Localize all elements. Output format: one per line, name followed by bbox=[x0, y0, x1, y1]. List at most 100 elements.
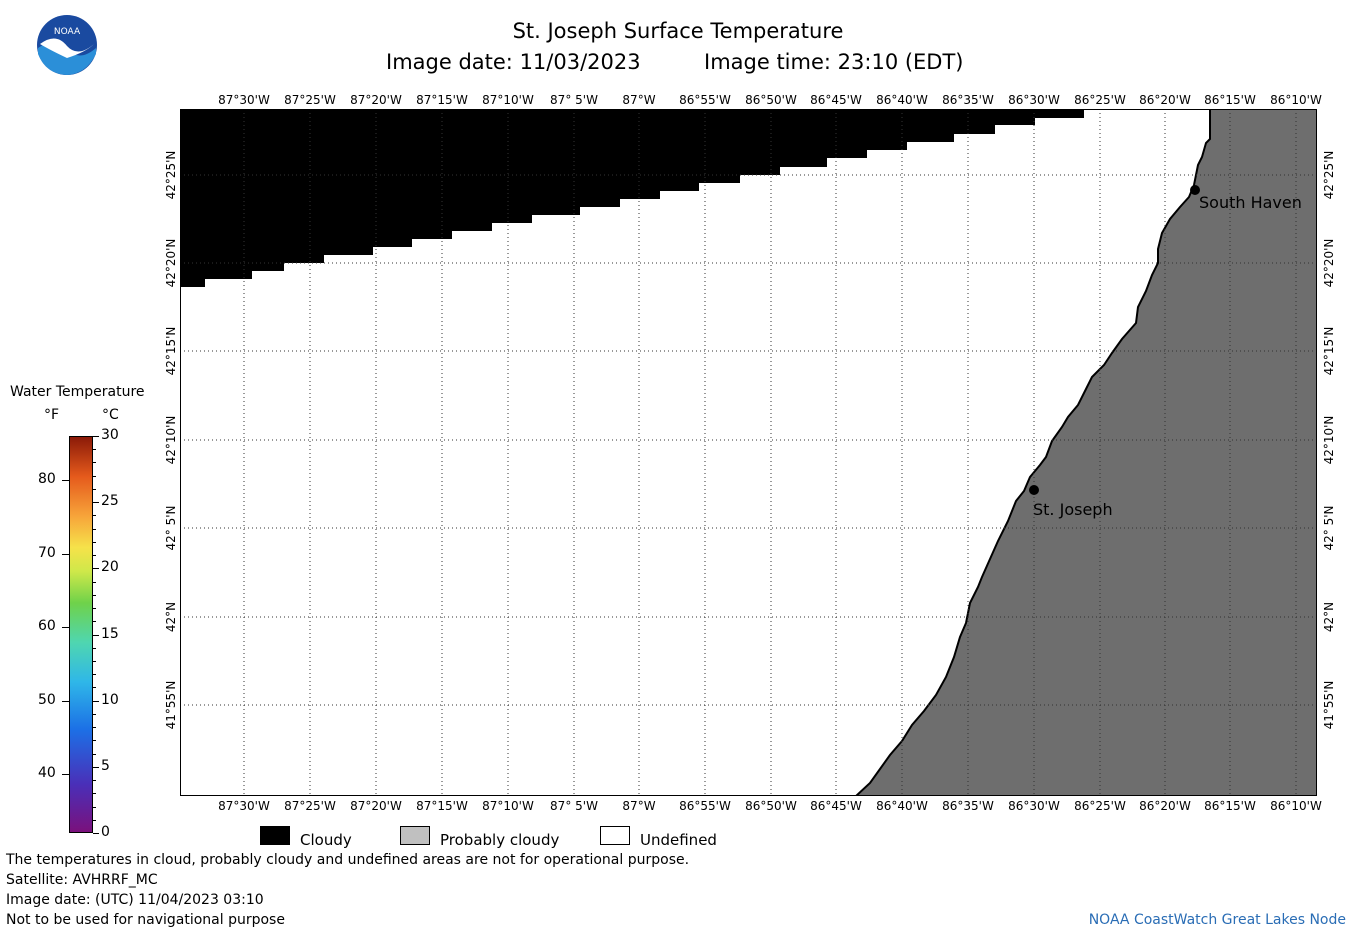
lat-label: 42°20'N bbox=[164, 238, 178, 288]
celsius-minor-tick bbox=[93, 515, 96, 517]
lon-label: 87°15'W bbox=[416, 93, 468, 107]
lon-label: 86°55'W bbox=[679, 93, 731, 107]
lon-label: 86°20'W bbox=[1139, 93, 1191, 107]
celsius-minor-tick bbox=[93, 502, 96, 504]
lat-label: 42°15'N bbox=[164, 326, 178, 376]
colorbar bbox=[69, 436, 93, 833]
colorbar-title: Water Temperature bbox=[10, 384, 145, 400]
lat-label: 42°N bbox=[1322, 601, 1336, 633]
legend-swatch bbox=[400, 826, 430, 845]
celsius-minor-tick bbox=[93, 687, 96, 689]
lon-label: 87°25'W bbox=[284, 799, 336, 813]
image-time-label: Image time: bbox=[704, 50, 831, 74]
celsius-tick bbox=[93, 766, 99, 768]
celsius-minor-tick bbox=[93, 436, 96, 437]
lon-label: 86°30'W bbox=[1008, 799, 1060, 813]
lat-label: 41°55'N bbox=[164, 680, 178, 730]
image-time-value: 23:10 (EDT) bbox=[837, 50, 964, 74]
lon-label: 87°20'W bbox=[350, 93, 402, 107]
lon-label: 86°30'W bbox=[1008, 93, 1060, 107]
lon-label: 87°20'W bbox=[350, 799, 402, 813]
map-panel bbox=[180, 109, 1317, 796]
lon-label: 86°25'W bbox=[1074, 93, 1126, 107]
lon-label: 86°45'W bbox=[810, 799, 862, 813]
lat-label: 42°N bbox=[164, 601, 178, 633]
cloud-mask bbox=[180, 109, 1317, 287]
lon-label: 86°35'W bbox=[942, 799, 994, 813]
fahrenheit-tick-label: 60 bbox=[38, 618, 56, 635]
celsius-minor-tick bbox=[93, 753, 96, 755]
lon-label: 87°10'W bbox=[482, 93, 534, 107]
celsius-minor-tick bbox=[93, 634, 96, 636]
celsius-tick bbox=[93, 502, 99, 504]
fahrenheit-tick bbox=[62, 774, 69, 776]
celsius-tick bbox=[93, 634, 99, 636]
celsius-tick bbox=[93, 436, 99, 437]
celsius-tick bbox=[93, 700, 99, 702]
celsius-tick bbox=[93, 833, 99, 834]
celsius-minor-tick bbox=[93, 488, 96, 490]
celsius-minor-tick bbox=[93, 674, 96, 676]
celsius-minor-tick bbox=[93, 806, 96, 808]
celsius-minor-tick bbox=[93, 581, 96, 583]
legend-label: Cloudy bbox=[300, 831, 352, 849]
lat-label: 42°10'N bbox=[164, 415, 178, 465]
city-marker bbox=[1190, 185, 1200, 195]
celsius-tick-label: 5 bbox=[101, 757, 110, 774]
lon-label: 86°40'W bbox=[876, 93, 928, 107]
image-date-label: Image date: bbox=[386, 50, 513, 74]
celsius-minor-tick bbox=[93, 541, 96, 543]
lon-label: 86°40'W bbox=[876, 799, 928, 813]
celsius-tick-label: 20 bbox=[101, 559, 119, 576]
noaa-logo-text: NOAA bbox=[54, 27, 81, 37]
lat-label: 42°10'N bbox=[1322, 415, 1336, 465]
celsius-minor-tick bbox=[93, 462, 96, 464]
disclaimer-text: The temperatures in cloud, probably clou… bbox=[6, 852, 690, 868]
fahrenheit-tick-label: 40 bbox=[38, 765, 56, 782]
celsius-minor-tick bbox=[93, 700, 96, 702]
image-time: Image time: 23:10 (EDT) bbox=[704, 50, 964, 74]
fahrenheit-unit: °F bbox=[44, 407, 60, 423]
lon-label: 87° 5'W bbox=[550, 93, 598, 107]
lon-label: 86°55'W bbox=[679, 799, 731, 813]
lon-label: 86°35'W bbox=[942, 93, 994, 107]
celsius-minor-tick bbox=[93, 766, 96, 768]
credit-link[interactable]: NOAA CoastWatch Great Lakes Node bbox=[1088, 912, 1346, 928]
navigation-warning: Not to be used for navigational purpose bbox=[6, 912, 285, 928]
lon-label: 87°30'W bbox=[218, 799, 270, 813]
lon-label: 87°10'W bbox=[482, 799, 534, 813]
map-svg bbox=[180, 109, 1317, 796]
legend-label: Undefined bbox=[640, 831, 717, 849]
lon-label: 86°15'W bbox=[1204, 93, 1256, 107]
fahrenheit-tick bbox=[62, 627, 69, 629]
legend-swatch bbox=[260, 826, 290, 845]
fahrenheit-tick-label: 50 bbox=[38, 691, 56, 708]
celsius-unit: °C bbox=[102, 407, 119, 423]
celsius-tick-label: 0 bbox=[101, 824, 110, 840]
lon-label: 86°25'W bbox=[1074, 799, 1126, 813]
lon-label: 86°10'W bbox=[1270, 93, 1322, 107]
noaa-logo: NOAA bbox=[36, 14, 98, 76]
image-date: Image date: 11/03/2023 bbox=[386, 50, 641, 74]
celsius-minor-tick bbox=[93, 713, 96, 715]
fahrenheit-tick-label: 80 bbox=[38, 471, 56, 488]
celsius-tick-label: 25 bbox=[101, 493, 119, 510]
satellite-text: Satellite: AVHRRF_MC bbox=[6, 872, 158, 888]
celsius-tick-label: 10 bbox=[101, 691, 119, 708]
lon-label: 87°25'W bbox=[284, 93, 336, 107]
land-area bbox=[854, 109, 1317, 796]
celsius-minor-tick bbox=[93, 449, 96, 451]
lon-label: 87°30'W bbox=[218, 93, 270, 107]
page-title: St. Joseph Surface Temperature bbox=[512, 19, 844, 43]
lon-label: 87°W bbox=[622, 93, 656, 107]
lon-label: 87° 5'W bbox=[550, 799, 598, 813]
celsius-minor-tick bbox=[93, 568, 96, 570]
lat-label: 42° 5'N bbox=[164, 505, 178, 551]
celsius-minor-tick bbox=[93, 660, 96, 662]
lon-label: 86°50'W bbox=[745, 93, 797, 107]
utc-date-text: Image date: (UTC) 11/04/2023 03:10 bbox=[6, 892, 264, 908]
celsius-minor-tick bbox=[93, 621, 96, 623]
grid-lines bbox=[180, 109, 1317, 796]
map-frame bbox=[180, 109, 1317, 796]
fahrenheit-tick bbox=[62, 553, 69, 555]
